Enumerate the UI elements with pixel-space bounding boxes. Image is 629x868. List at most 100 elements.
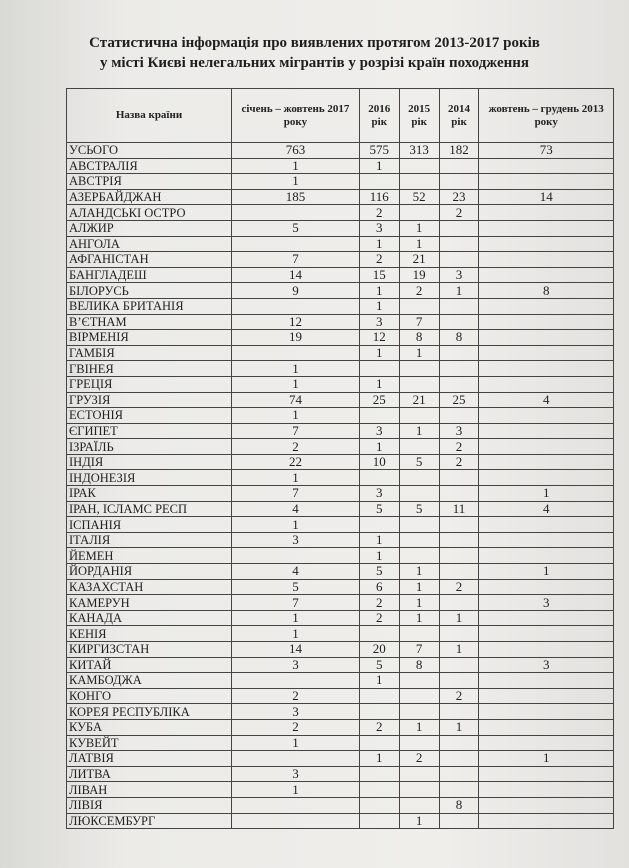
table-row: АВСТРІЯ 1 [66, 173, 614, 190]
cell-2015 [398, 407, 440, 424]
cell-country: АНГОЛА [66, 235, 232, 253]
cell-2015 [398, 703, 440, 720]
cell-2015 [398, 297, 440, 315]
table-row: ЄГИПЕТ 7 3 1 3 [66, 422, 614, 440]
table-row: КУВЕЙТ 1 [66, 734, 614, 752]
table-row: ІСПАНІЯ 1 [66, 516, 614, 533]
cell-2013 [478, 469, 614, 487]
cell-2014 [438, 360, 480, 377]
cell-country: ЛІВАН [66, 781, 232, 798]
title-line-2: у місті Києві нелегальних мігрантів у ро… [99, 55, 530, 71]
cell-2013 [478, 734, 614, 752]
cell-2013 [478, 251, 614, 268]
cell-2017 [231, 750, 360, 767]
cell-2016 [358, 516, 400, 533]
cell-2014 [438, 219, 480, 237]
cell-2016 [358, 687, 400, 705]
cell-2014 [438, 812, 480, 830]
cell-2016: 2 [358, 718, 400, 736]
cell-2017: 1 [231, 360, 360, 377]
cell-2013: 3 [478, 656, 614, 674]
cell-country: КЕНІЯ [66, 625, 232, 642]
cell-2016: 575 [358, 142, 400, 159]
cell-2015 [398, 672, 440, 689]
table-row: КИТАЙ 3 5 8 3 [66, 656, 614, 674]
cell-2014: 8 [438, 329, 480, 346]
cell-2017: 2 [231, 687, 360, 705]
title-line-1: Статистична інформація про виявлених про… [89, 35, 540, 51]
table-row: БАНГЛАДЕШ 14 15 19 3 [66, 266, 614, 284]
cell-country: ІРАК [66, 485, 232, 502]
cell-2016: 1 [358, 282, 400, 299]
cell-2013 [478, 641, 614, 658]
cell-2016: 1 [358, 438, 400, 455]
cell-2014 [438, 563, 480, 580]
cell-2015: 1 [398, 422, 440, 440]
cell-country: ІТАЛІЯ [66, 531, 232, 549]
table-row: ЛИТВА 3 [66, 765, 614, 783]
cell-2013 [478, 625, 614, 642]
cell-2017: 2 [231, 438, 360, 455]
table-body: УСЬОГО 763 575 313 182 73 АВСТРАЛІЯ 1 1 АВСТРІЯ 1 А… [66, 142, 614, 830]
cell-2014 [438, 625, 480, 642]
cell-2014 [438, 781, 480, 798]
cell-country: КАНАДА [66, 609, 232, 627]
cell-2016: 3 [358, 485, 400, 502]
cell-2015: 1 [398, 219, 440, 237]
cell-2015: 5 [398, 453, 440, 471]
cell-country: ГАМБІЯ [66, 344, 232, 362]
cell-2017: 5 [231, 578, 360, 596]
cell-2014: 2 [438, 453, 480, 471]
cell-2014 [438, 157, 480, 175]
table-row: АНГОЛА 1 1 [66, 235, 614, 253]
cell-country: ГРУЗІЯ [66, 391, 232, 409]
cell-2016: 2 [358, 251, 400, 268]
cell-2015: 19 [398, 266, 440, 284]
cell-2015 [398, 157, 440, 175]
cell-2014 [438, 344, 480, 362]
cell-country: ЄГИПЕТ [66, 422, 232, 440]
cell-2015 [398, 765, 440, 783]
cell-country: КАМБОДЖА [66, 672, 232, 689]
table-row: ГАМБІЯ 1 1 [66, 344, 614, 362]
cell-2016 [358, 360, 400, 377]
table-row: ЛІВАН 1 [66, 781, 614, 798]
cell-2014: 8 [438, 796, 480, 814]
cell-2014 [438, 485, 480, 502]
table-row: ЕСТОНІЯ 1 [66, 407, 614, 424]
cell-2017: 1 [231, 375, 360, 393]
cell-2016 [358, 796, 400, 814]
cell-2017: 19 [231, 329, 360, 346]
cell-2015 [398, 438, 440, 455]
cell-2017: 14 [231, 266, 360, 284]
table-row: АЛАНДСЬКІ ОСТРО 2 2 [66, 204, 614, 221]
cell-2016: 3 [358, 313, 400, 331]
cell-2015: 2 [398, 750, 440, 767]
table-row: КОНГО 2 2 [66, 687, 614, 705]
cell-2017: 1 [231, 407, 360, 424]
cell-2013 [478, 781, 614, 798]
cell-2014: 182 [438, 142, 480, 159]
cell-country: ІНДОНЕЗІЯ [66, 469, 232, 487]
cell-2015 [398, 485, 440, 502]
table-row: ІТАЛІЯ 3 1 [66, 531, 614, 549]
cell-2016 [358, 734, 400, 752]
cell-2016: 1 [358, 344, 400, 362]
cell-2015: 7 [398, 641, 440, 658]
table-row: ЛАТВІЯ 1 2 1 [66, 750, 614, 767]
cell-2017: 7 [231, 485, 360, 502]
cell-2014 [438, 313, 480, 331]
cell-2016: 10 [358, 453, 400, 471]
header-2013: жовтень – грудень 2013 року [478, 88, 614, 143]
cell-2015: 5 [398, 500, 440, 518]
cell-2015 [398, 531, 440, 549]
cell-2016: 25 [358, 391, 400, 409]
cell-2017: 7 [231, 594, 360, 611]
cell-country: ГРЕЦІЯ [66, 375, 232, 393]
cell-2013 [478, 297, 614, 315]
cell-2014: 1 [438, 609, 480, 627]
table-row: ГРУЗІЯ 74 25 21 25 4 [66, 391, 614, 409]
cell-2014 [438, 547, 480, 565]
cell-country: АВСТРІЯ [66, 173, 232, 190]
cell-2017 [231, 204, 360, 221]
